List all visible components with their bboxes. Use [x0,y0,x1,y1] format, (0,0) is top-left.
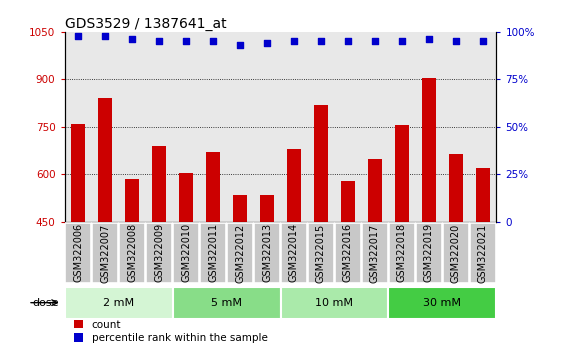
Bar [146,223,172,282]
Point [154,39,163,44]
Text: GSM322006: GSM322006 [73,223,83,282]
Text: GSM322011: GSM322011 [208,223,218,282]
Bar [173,223,199,282]
Bar [335,223,361,282]
Text: GSM322013: GSM322013 [262,223,272,282]
Text: GSM322019: GSM322019 [424,223,434,282]
Legend: count, percentile rank within the sample: count, percentile rank within the sample [70,315,272,347]
Point [479,39,488,44]
Text: GSM322021: GSM322021 [478,223,488,282]
Bar [308,223,334,282]
Bar [119,223,145,282]
Text: 10 mM: 10 mM [315,298,353,308]
Point [263,40,272,46]
Bar [65,287,173,319]
Bar [173,287,280,319]
Bar [287,149,301,354]
Point [100,33,109,39]
Text: GSM322008: GSM322008 [127,223,137,282]
Point [370,39,379,44]
Text: GSM322009: GSM322009 [154,223,164,282]
Text: GSM322017: GSM322017 [370,223,380,282]
Text: GSM322016: GSM322016 [343,223,353,282]
Text: GSM322007: GSM322007 [100,223,110,282]
Bar [388,287,496,319]
Bar [200,223,226,282]
Point [343,39,352,44]
Point [73,33,82,39]
Text: GSM322010: GSM322010 [181,223,191,282]
Point [127,36,136,42]
Bar [367,159,383,354]
Bar [476,168,490,354]
Text: 30 mM: 30 mM [424,298,462,308]
Bar [254,223,280,282]
Text: GSM322018: GSM322018 [397,223,407,282]
Bar [389,223,415,282]
Point [452,39,461,44]
Bar [416,223,442,282]
Point [289,39,298,44]
Bar [449,154,463,354]
Bar [65,223,91,282]
Bar [151,146,167,354]
Text: 5 mM: 5 mM [211,298,242,308]
Point [398,39,407,44]
Text: GSM322012: GSM322012 [235,223,245,282]
Bar [280,287,388,319]
Bar [227,223,253,282]
Bar [341,181,356,354]
Text: GSM322020: GSM322020 [451,223,461,282]
Text: GSM322014: GSM322014 [289,223,299,282]
Point [425,36,434,42]
Bar [260,195,274,354]
Bar [92,223,118,282]
Bar [125,179,140,354]
Point [209,39,218,44]
Bar [281,223,307,282]
Point [182,39,191,44]
Bar [71,124,85,354]
Point [236,42,245,48]
Point [316,39,325,44]
Bar [205,152,220,354]
Bar [98,98,112,354]
Bar [314,105,328,354]
Text: GDS3529 / 1387641_at: GDS3529 / 1387641_at [65,17,226,31]
Bar [178,173,194,354]
Bar [394,125,410,354]
Text: GSM322015: GSM322015 [316,223,326,282]
Bar [470,223,496,282]
Bar [233,195,247,354]
Bar [443,223,469,282]
Text: 2 mM: 2 mM [103,298,134,308]
Bar [362,223,388,282]
Text: dose: dose [33,298,59,308]
Bar [421,78,436,354]
